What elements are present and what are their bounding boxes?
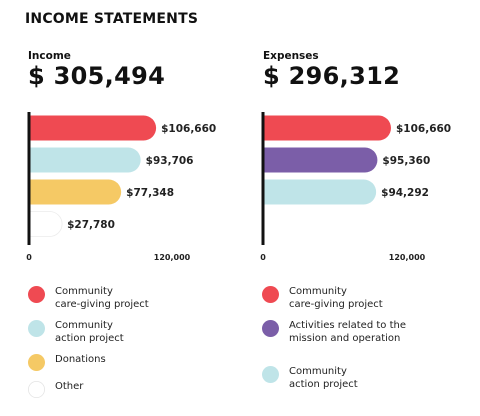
expenses-total: $ 296,312 (263, 62, 401, 90)
expenses-tick-label-min: 0 (260, 253, 266, 262)
income-bar-value-label-1: $93,706 (146, 155, 194, 167)
income-tick-label-max: 120,000 (154, 253, 191, 262)
expenses-legend-item-2: Community action project (262, 365, 358, 391)
expenses-legend-swatch-2 (262, 366, 279, 383)
income-bar-3 (28, 211, 63, 237)
income-legend-item-0: Community care-giving project (28, 285, 149, 311)
income-panel-label: Income (28, 50, 71, 62)
income-bar-2 (29, 179, 122, 205)
income-legend-label-2: Donations (55, 354, 106, 365)
expenses-legend-label-2: Community action project (289, 366, 358, 390)
expenses-bar-value-label-1: $95,360 (382, 155, 430, 167)
expenses-bar-0 (263, 115, 391, 141)
expenses-legend-label-1: Activities related to the mission and op… (289, 320, 406, 344)
income-bar-value-label-2: $77,348 (126, 187, 174, 199)
income-legend-swatch-3 (28, 381, 45, 398)
expenses-bar-value-label-0: $106,660 (396, 123, 451, 135)
income-legend-label-1: Community action project (55, 320, 124, 344)
income-legend-item-1: Community action project (28, 319, 124, 345)
income-legend-item-3: Other (28, 380, 83, 398)
expenses-bar-2 (263, 179, 377, 205)
income-total: $ 305,494 (28, 62, 166, 90)
expenses-legend-swatch-0 (262, 286, 279, 303)
expenses-legend-label-0: Community care-giving project (289, 286, 383, 310)
income-bar-value-label-3: $27,780 (67, 219, 115, 231)
income-legend-label-0: Community care-giving project (55, 286, 149, 310)
income-legend-label-3: Other (55, 381, 84, 392)
income-bar-0 (29, 115, 157, 141)
income-legend-item-2: Donations (28, 353, 106, 371)
expenses-bar-1 (263, 147, 378, 173)
income-legend-swatch-1 (28, 320, 45, 337)
income-tick-label-min: 0 (26, 253, 32, 262)
income-bar-value-label-0: $106,660 (161, 123, 216, 135)
expenses-tick-label-max: 120,000 (389, 253, 426, 262)
income-legend-swatch-2 (28, 354, 45, 371)
expenses-legend-swatch-1 (262, 320, 279, 337)
expenses-bar-value-label-2: $94,292 (381, 187, 429, 199)
expenses-legend-item-0: Community care-giving project (262, 285, 383, 311)
expenses-panel-label: Expenses (263, 50, 319, 62)
expenses-legend-item-1: Activities related to the mission and op… (262, 319, 406, 345)
income-legend-swatch-0 (28, 286, 45, 303)
income-bar-1 (29, 147, 141, 173)
page-title: INCOME STATEMENTS (25, 11, 199, 27)
